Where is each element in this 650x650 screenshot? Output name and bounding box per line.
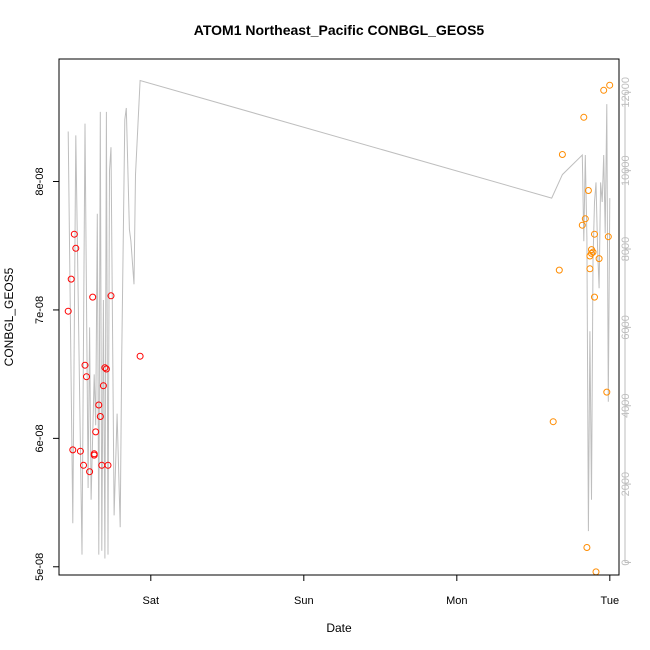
data-point	[583, 544, 591, 551]
series-line	[67, 79, 611, 559]
y-axis-label: CONBGL_GEOS5	[2, 267, 16, 366]
plot-frame	[58, 58, 620, 576]
x-tick-label: Sun	[294, 595, 314, 607]
data-point	[89, 293, 97, 301]
data-point	[558, 151, 566, 158]
data-point	[99, 382, 107, 390]
data-point	[136, 352, 144, 360]
data-point	[603, 388, 611, 396]
y-right-tick-label: 8000	[620, 237, 632, 261]
data-point	[591, 230, 598, 238]
data-point	[606, 81, 614, 89]
data-point	[67, 275, 75, 283]
data-point	[72, 244, 80, 252]
data-point	[604, 233, 612, 241]
data-point	[83, 373, 90, 381]
data-point	[101, 364, 109, 372]
data-point	[96, 413, 104, 420]
y-axis-left: 5e-08 6e-08 7e-08 8e-08	[34, 167, 59, 581]
y-right-tick-label: 6000	[620, 315, 632, 339]
data-point	[102, 365, 110, 373]
x-axis: Sat Sun Mon Tue	[143, 575, 620, 607]
y-left-tick-label: 8e-08	[34, 167, 46, 195]
data-point	[69, 446, 77, 454]
data-point	[95, 401, 103, 409]
x-tick-label: Sat	[143, 595, 160, 607]
data-point	[104, 461, 112, 469]
chart-title: ATOM1 Northeast_Pacific CONBGL_GEOS5	[194, 22, 485, 38]
data-point	[578, 221, 586, 229]
data-point	[76, 447, 84, 455]
data-point	[595, 255, 603, 263]
data-point	[64, 307, 72, 315]
data-point	[92, 428, 100, 436]
data-point	[86, 468, 94, 476]
data-point	[591, 293, 598, 301]
data-point	[80, 461, 87, 469]
data-point	[588, 249, 595, 257]
x-tick-label: Tue	[601, 595, 620, 607]
data-point	[589, 248, 597, 256]
series-points-group	[64, 81, 614, 576]
x-tick-label: Mon	[446, 595, 467, 607]
y-left-tick-label: 6e-08	[34, 424, 46, 452]
y-right-tick-label: 4000	[620, 393, 632, 417]
data-point	[581, 215, 589, 223]
data-point	[90, 450, 98, 458]
data-point	[555, 266, 563, 274]
data-point	[107, 292, 115, 300]
data-point	[584, 187, 592, 194]
y-right-tick-label: 10000	[620, 155, 632, 186]
y-right-tick-label: 12000	[620, 77, 632, 108]
data-point	[81, 361, 89, 369]
data-point	[549, 418, 557, 426]
data-point	[586, 265, 594, 273]
data-point	[580, 113, 588, 121]
y-left-tick-label: 5e-08	[34, 553, 46, 581]
y-left-tick-label: 7e-08	[34, 296, 46, 324]
y-right-tick-label: 0	[620, 559, 632, 565]
x-axis-label: Date	[326, 621, 352, 635]
y-right-tick-label: 2000	[620, 472, 632, 496]
data-point	[70, 230, 78, 238]
data-point	[600, 86, 608, 94]
y-axis-right: 0 2000 4000 6000 8000 10000 12000	[620, 77, 632, 566]
series-line-group	[67, 79, 611, 559]
